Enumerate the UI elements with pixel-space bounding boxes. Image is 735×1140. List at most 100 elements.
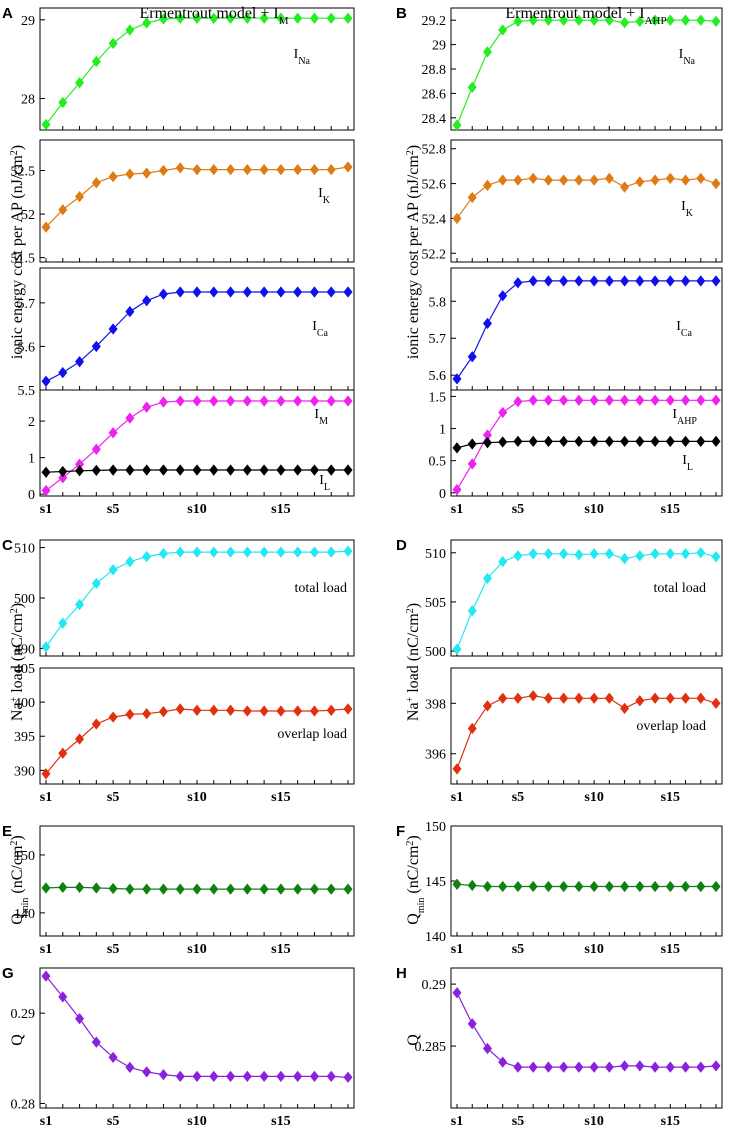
data-point	[209, 163, 219, 176]
data-point	[696, 172, 706, 184]
y-axis-label-qmin-part: )	[405, 835, 422, 840]
panel-B1: 28.4 28.6 28.8 29 29.2 INa B	[396, 5, 723, 131]
data-point	[620, 702, 630, 714]
y-tick-label: 5.5	[18, 384, 36, 399]
data-point	[209, 1070, 219, 1083]
series-label-main: I	[312, 319, 317, 334]
data-point	[91, 1036, 101, 1048]
series-label-main: I	[676, 319, 681, 334]
data-point	[226, 1070, 236, 1083]
y-axis-label-energy: ionic energy cost per AP (nJ/cm2)	[9, 145, 27, 359]
data-point	[209, 395, 219, 407]
data-point	[543, 174, 553, 186]
series-line	[45, 550, 349, 648]
data-point	[242, 286, 252, 298]
panel-letter: H	[396, 965, 407, 982]
y-axis-label-naload-part: 2	[405, 608, 416, 613]
data-point	[209, 12, 219, 24]
data-point	[259, 395, 269, 407]
data-point	[158, 706, 168, 718]
plot-frame	[39, 7, 355, 131]
x-tick-label: s5	[512, 790, 524, 805]
series-label-sub: Na	[298, 56, 310, 67]
panel-D2: 396 398 s1 s5 s10 s15 overlap load	[425, 667, 723, 805]
y-axis-label-naload-part: )	[9, 603, 26, 608]
data-point	[574, 549, 584, 561]
data-point	[242, 163, 252, 176]
data-point	[41, 375, 51, 387]
data-point	[543, 14, 553, 26]
y-axis-label-energy-part: )	[405, 145, 422, 150]
y-tick-label: 5.7	[18, 297, 36, 312]
data-point	[41, 970, 51, 982]
plot-frame	[39, 139, 355, 263]
data-point	[343, 1071, 353, 1083]
y-axis-label-qmin: Qmin (nC/cm2)	[405, 835, 427, 924]
data-point	[259, 546, 269, 558]
y-tick-label: 0	[439, 487, 446, 502]
data-point	[209, 546, 219, 558]
y-tick-label: 28.4	[422, 112, 447, 127]
y-tick-label: 0.28	[11, 1097, 36, 1112]
data-point	[343, 12, 353, 24]
data-point	[326, 883, 336, 895]
y-axis-label-q: Q	[405, 1034, 422, 1046]
x-tick-label: s5	[107, 790, 119, 805]
data-point	[650, 880, 660, 893]
series-label: IAHP	[672, 407, 697, 427]
data-point	[681, 275, 691, 287]
data-point	[559, 394, 569, 406]
data-point	[309, 12, 319, 24]
data-point	[326, 704, 336, 716]
data-point	[574, 275, 584, 287]
data-point	[209, 464, 219, 476]
panel-B2: 52.2 52.4 52.6 52.8 IK	[422, 139, 723, 263]
data-point	[650, 275, 660, 287]
data-point	[589, 174, 599, 186]
series-label-main: I	[682, 453, 687, 468]
column-title-sub: M	[279, 15, 289, 27]
y-axis-label-qmin-part: 2	[9, 841, 20, 846]
data-point	[158, 547, 168, 560]
data-point	[58, 472, 68, 484]
data-point	[482, 437, 492, 449]
series-line	[45, 291, 348, 382]
data-point	[309, 883, 319, 895]
data-point	[467, 81, 477, 93]
data-point	[226, 883, 236, 895]
data-point	[75, 356, 85, 368]
data-point	[604, 880, 614, 893]
panel-A1: 28 29 INa A	[2, 5, 355, 131]
data-point	[58, 465, 68, 478]
series-label: IK	[681, 199, 694, 219]
x-tick-label: s5	[512, 1114, 524, 1129]
data-point	[513, 435, 523, 448]
data-point	[75, 77, 85, 89]
y-tick-label: 0.285	[415, 1040, 447, 1055]
series-label: ICa	[312, 319, 328, 339]
data-point	[309, 286, 319, 298]
data-point	[635, 550, 645, 562]
y-axis-label-qmin-part: min	[416, 898, 427, 914]
data-point	[513, 880, 523, 893]
data-point	[543, 275, 553, 287]
data-point	[665, 692, 675, 704]
plot-frame	[39, 267, 355, 391]
data-point	[293, 546, 303, 558]
y-axis-label-naload: Na+ load (nC/cm2)	[405, 603, 423, 721]
data-point	[226, 546, 236, 558]
data-point	[604, 275, 614, 287]
data-point	[665, 14, 675, 26]
data-point	[696, 14, 706, 26]
data-point	[293, 464, 303, 476]
series-label-sub: K	[323, 195, 331, 206]
data-point	[711, 697, 721, 709]
column-title-right: Ermentrout model + IAHP	[505, 5, 666, 27]
data-point	[498, 436, 508, 448]
data-point	[513, 174, 523, 186]
data-point	[498, 555, 508, 568]
data-point	[528, 1061, 538, 1073]
data-point	[482, 317, 492, 330]
panel-letter: C	[2, 537, 13, 554]
data-point	[343, 161, 353, 173]
